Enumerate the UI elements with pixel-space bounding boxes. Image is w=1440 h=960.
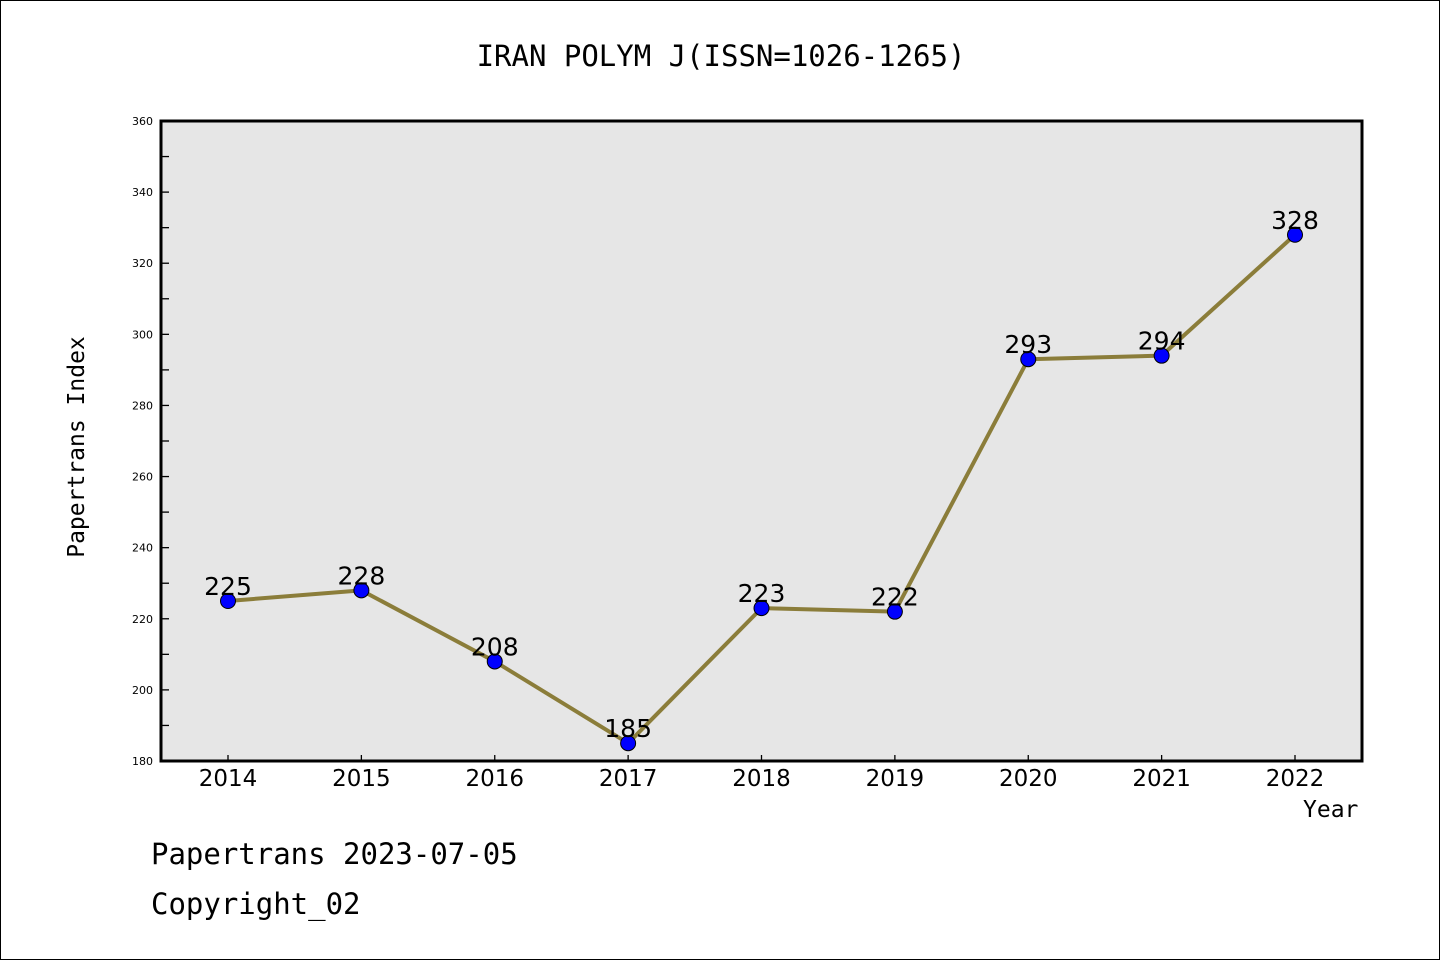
data-label: 222: [871, 583, 919, 612]
y-tick-label: 320: [132, 257, 153, 270]
y-tick-label: 180: [132, 755, 153, 768]
footer-copyright: Copyright_02: [151, 887, 361, 921]
y-tick-label: 220: [132, 613, 153, 626]
data-point: [620, 735, 637, 752]
y-tick-label: 280: [132, 399, 153, 412]
x-tick-label: 2016: [465, 766, 524, 792]
data-point: [220, 593, 236, 609]
y-tick-label: 200: [132, 684, 153, 697]
y-tick-label: 360: [132, 115, 153, 128]
x-tick-label: 2014: [199, 766, 258, 792]
y-tick-label: 260: [132, 471, 153, 484]
data-point: [1020, 351, 1037, 368]
data-label: 294: [1138, 327, 1186, 356]
plot-frame: [159, 119, 1364, 763]
footer-date: Papertrans 2023-07-05: [151, 837, 518, 871]
x-tick-label: 2021: [1132, 766, 1191, 792]
data-point: [1287, 226, 1303, 243]
x-tick-label: 2022: [1266, 766, 1325, 792]
y-tick-label: 240: [132, 542, 153, 555]
data-label: 228: [338, 561, 386, 590]
data-label: 225: [204, 572, 252, 601]
data-point: [886, 603, 903, 620]
data-point: [1153, 347, 1170, 364]
y-tick-label: 300: [132, 328, 153, 341]
x-tick-label: 2019: [866, 766, 925, 792]
y-axis-label: Papertrans Index: [64, 336, 90, 558]
data-point: [353, 582, 370, 599]
data-label: 185: [604, 714, 652, 743]
x-tick-label: 2015: [332, 766, 391, 792]
data-label: 293: [1004, 330, 1052, 359]
data-label: 223: [738, 579, 786, 608]
x-tick-label: 2020: [999, 766, 1058, 792]
x-tick-label: 2017: [599, 766, 658, 792]
chart-title: IRAN POLYM J(ISSN=1026-1265): [476, 39, 966, 73]
data-label: 328: [1271, 206, 1319, 235]
data-point: [753, 600, 770, 617]
y-tick-label: 340: [132, 186, 153, 199]
data-point: [486, 653, 503, 670]
x-tick-label: 2018: [732, 766, 791, 792]
x-axis-label: Year: [1303, 797, 1359, 823]
data-label: 208: [471, 632, 519, 661]
plot-area: [161, 121, 1362, 761]
